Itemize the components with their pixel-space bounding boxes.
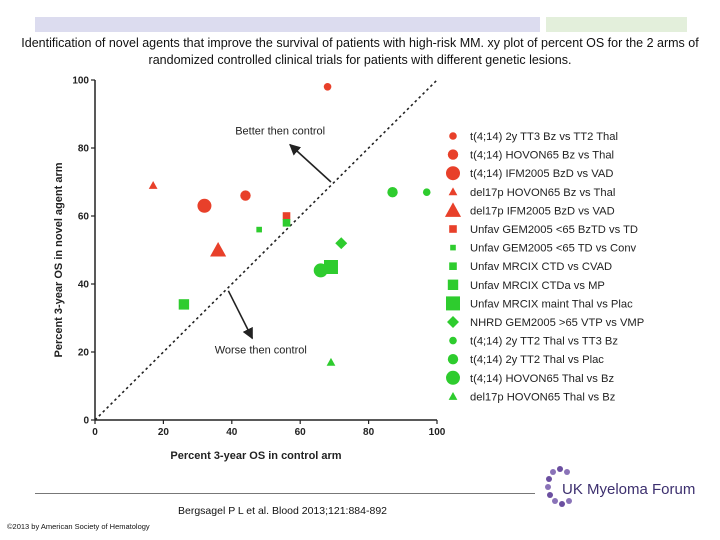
legend-label: Unfav MRCIX CTD vs CVAD bbox=[470, 261, 612, 273]
legend-marker bbox=[444, 202, 462, 217]
annotation-worse: Worse then control bbox=[215, 345, 307, 357]
legend-label: Unfav MRCIX CTDa vs MP bbox=[470, 280, 605, 292]
legend-label: del17p HOVON65 Bz vs Thal bbox=[470, 187, 615, 199]
arrow-worse bbox=[227, 290, 254, 340]
legend-marker bbox=[450, 244, 456, 251]
legend-marker bbox=[446, 296, 460, 311]
y-tick-label: 80 bbox=[78, 144, 90, 155]
y-tick-label: 20 bbox=[78, 348, 90, 359]
legend-label: Unfav MRCIX maint Thal vs Plac bbox=[470, 298, 633, 310]
header-bar-left bbox=[35, 17, 540, 32]
data-point bbox=[313, 263, 328, 278]
y-tick-label: 0 bbox=[83, 416, 89, 427]
legend-label: del17p HOVON65 Thal vs Bz bbox=[470, 391, 616, 403]
y-tick-label: 100 bbox=[72, 76, 89, 87]
legend-marker bbox=[447, 316, 459, 328]
reference-line-y-equals-x bbox=[94, 79, 438, 421]
data-point bbox=[422, 188, 431, 196]
legend-marker bbox=[448, 187, 458, 196]
citation: Bergsagel P L et al. Blood 2013;121:884-… bbox=[178, 505, 387, 517]
legend-label: t(4;14) 2y TT2 Thal vs Plac bbox=[470, 354, 604, 366]
uk-myeloma-forum-logo: UK Myeloma Forum bbox=[542, 463, 696, 513]
arrow-better bbox=[289, 143, 332, 183]
data-point bbox=[282, 212, 291, 220]
legend-label: t(4;14) 2y TT2 Thal vs TT3 Bz bbox=[470, 336, 618, 348]
data-point bbox=[387, 187, 398, 198]
logo-text: UK Myeloma Forum bbox=[562, 481, 696, 498]
legend-label: NHRD GEM2005 >65 VTP vs VMP bbox=[470, 317, 644, 329]
legend-label: del17p IFM2005 BzD vs VAD bbox=[470, 205, 615, 217]
data-point bbox=[178, 299, 190, 310]
data-point bbox=[197, 198, 212, 213]
legend-marker bbox=[446, 370, 460, 385]
y-tick-label: 40 bbox=[78, 280, 90, 291]
data-point bbox=[256, 226, 262, 233]
legend-marker bbox=[448, 392, 458, 400]
data-point bbox=[282, 219, 291, 227]
y-tick-label: 60 bbox=[78, 212, 90, 223]
legend-marker bbox=[449, 132, 457, 140]
legend: t(4;14) 2y TT3 Bz vs TT2 Thal t(4;14) HOV… bbox=[444, 131, 644, 403]
footer-divider bbox=[35, 493, 535, 494]
x-tick-label: 60 bbox=[295, 427, 307, 438]
legend-label: Unfav GEM2005 <65 BzTD vs TD bbox=[470, 224, 638, 236]
data-point bbox=[148, 181, 158, 189]
legend-marker bbox=[449, 336, 457, 345]
legend-marker bbox=[446, 166, 460, 181]
legend-marker bbox=[447, 279, 459, 290]
x-tick-label: 0 bbox=[92, 427, 98, 438]
legend-marker bbox=[449, 262, 457, 270]
legend-label: t(4;14) 2y TT3 Bz vs TT2 Thal bbox=[470, 131, 618, 143]
logo-ring-icon bbox=[545, 466, 572, 507]
copyright: ©2013 by American Society of Hematology bbox=[7, 522, 150, 531]
legend-marker bbox=[449, 225, 457, 233]
legend-label: Unfav GEM2005 <65 TD vs Conv bbox=[470, 243, 637, 255]
data-point bbox=[240, 190, 251, 201]
data-point bbox=[326, 357, 336, 366]
x-tick-label: 40 bbox=[226, 427, 238, 438]
header-bar-right bbox=[546, 17, 687, 32]
axes: 0 20 40 60 80 100 0 20 40 60 80 100 Percent 3-year O… bbox=[53, 76, 446, 463]
legend-marker bbox=[447, 149, 459, 160]
x-axis-title: Percent 3-year OS in control arm bbox=[170, 450, 341, 462]
annotation-better: Better then control bbox=[235, 125, 325, 137]
x-tick-label: 100 bbox=[429, 427, 446, 438]
x-tick-label: 80 bbox=[363, 427, 375, 438]
legend-marker bbox=[447, 354, 459, 365]
legend-label: t(4;14) HOVON65 Bz vs Thal bbox=[470, 150, 614, 162]
data-point bbox=[323, 83, 332, 91]
data-point bbox=[335, 237, 348, 250]
y-axis-title: Percent 3-year OS in novel agent arm bbox=[53, 162, 65, 357]
data-points bbox=[148, 83, 431, 366]
slide-title: Identification of novel agents that impr… bbox=[21, 36, 699, 67]
legend-label: t(4;14) IFM2005 BzD vs VAD bbox=[470, 168, 613, 180]
data-point bbox=[210, 241, 227, 257]
x-tick-label: 20 bbox=[158, 427, 170, 438]
legend-label: t(4;14) HOVON65 Thal vs Bz bbox=[470, 373, 614, 385]
